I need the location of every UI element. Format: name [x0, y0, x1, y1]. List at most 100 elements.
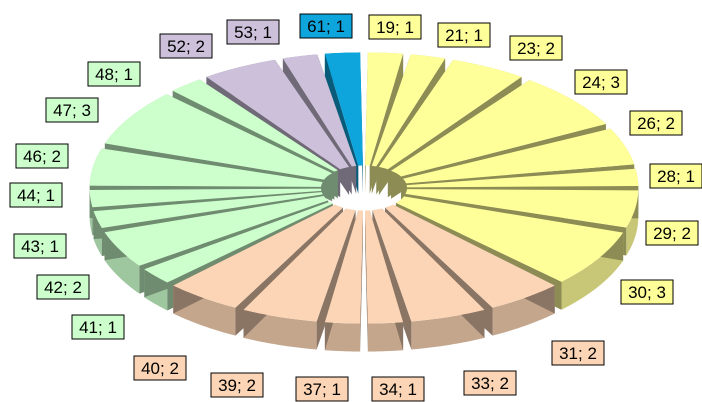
data-labels: 19; 1 21; 1 23; 2 24; 3 26; 2 28; 1 29; 2 30; 3…	[9, 13, 702, 402]
pie-slice-wall	[372, 209, 412, 350]
pie-slice-top	[385, 204, 555, 308]
data-label-box	[45, 97, 99, 123]
pie-slice-top	[206, 59, 350, 170]
pie-slice-top	[173, 204, 343, 308]
data-label-41: 41; 1	[71, 314, 125, 340]
data-label-box	[649, 163, 702, 189]
pie-slice-top	[365, 52, 404, 166]
data-label-box	[36, 274, 90, 300]
data-label-text: 29; 2	[653, 224, 691, 243]
pie-slice-top	[324, 52, 363, 166]
pie-slice-top	[405, 189, 639, 228]
data-label-30: 30; 3	[620, 279, 674, 305]
pie-slice-top	[365, 210, 404, 324]
data-label-box	[15, 143, 69, 169]
data-label-text: 34; 1	[379, 380, 417, 399]
pie-slice-top	[371, 54, 446, 167]
data-label-box	[368, 14, 422, 40]
pie-slice-top	[144, 201, 333, 283]
data-label-box	[133, 355, 187, 381]
pie-slice-top	[172, 79, 338, 172]
data-label-text: 48; 1	[95, 65, 133, 84]
pie-slice-34	[365, 210, 404, 352]
pie-slice-side	[626, 190, 639, 256]
data-label-28: 28; 1	[649, 163, 702, 189]
data-label-box	[226, 19, 280, 45]
data-label-24: 24; 3	[574, 69, 628, 95]
pie-slice-top	[395, 196, 624, 282]
data-label-47: 47; 3	[45, 97, 99, 123]
data-label-29: 29; 2	[645, 220, 699, 246]
data-label-61: 61; 1	[299, 13, 353, 39]
data-label-text: 41; 1	[79, 318, 117, 337]
data-label-box	[159, 33, 213, 59]
pie-slice-33	[372, 208, 485, 350]
data-label-text: 61; 1	[307, 17, 345, 36]
data-label-text: 23; 2	[517, 39, 555, 58]
data-label-26: 26; 2	[629, 110, 683, 136]
pie-slice-top	[324, 210, 363, 324]
data-label-box	[620, 279, 674, 305]
data-label-text: 33; 2	[471, 374, 509, 393]
data-label-33: 33; 2	[463, 370, 517, 396]
data-label-52: 52; 2	[159, 33, 213, 59]
data-label-box	[509, 35, 563, 61]
pie-slice-wall	[365, 210, 368, 352]
data-label-53: 53; 1	[226, 19, 280, 45]
pie-slice-top	[391, 80, 606, 177]
data-label-box	[295, 376, 349, 402]
data-label-box	[210, 372, 264, 398]
data-label-44: 44; 1	[9, 182, 63, 208]
data-label-box	[71, 314, 125, 340]
pie-slice-top	[378, 59, 522, 170]
data-label-box	[645, 220, 699, 246]
data-label-text: 39; 2	[218, 376, 256, 395]
pie-slice-side	[324, 322, 361, 352]
pie-slice-top	[93, 192, 323, 228]
data-label-text: 47; 3	[53, 101, 91, 120]
pie-slice-39	[243, 208, 356, 350]
data-label-box	[437, 22, 491, 48]
pie-slice-top	[406, 168, 639, 188]
data-label-34: 34; 1	[371, 376, 425, 402]
data-label-text: 19; 1	[376, 18, 414, 37]
pie-slice-top	[104, 195, 329, 266]
data-label-39: 39; 2	[210, 372, 264, 398]
data-label-text: 42; 2	[44, 278, 82, 297]
data-label-31: 31; 2	[551, 340, 605, 366]
pie-slices	[89, 52, 639, 352]
data-label-text: 24; 3	[582, 73, 620, 92]
pie-slice-top	[89, 148, 323, 187]
data-label-46: 46; 2	[15, 143, 69, 169]
pie-slice-top	[402, 128, 635, 184]
data-label-text: 52; 2	[167, 37, 205, 56]
pie-slice-61	[324, 52, 363, 194]
data-label-box	[551, 340, 605, 366]
data-label-text: 31; 2	[559, 344, 597, 363]
pie-slice-top	[372, 208, 485, 322]
pie-slice-top	[89, 188, 322, 208]
data-label-box	[13, 233, 67, 259]
data-label-text: 30; 3	[628, 283, 666, 302]
pie-slice-top	[282, 54, 357, 167]
data-label-21: 21; 1	[437, 22, 491, 48]
pie-slice-wall	[316, 209, 356, 350]
data-label-box	[9, 182, 63, 208]
data-label-48: 48; 1	[87, 61, 141, 87]
data-label-box	[87, 61, 141, 87]
data-label-box	[629, 110, 683, 136]
data-label-text: 37; 1	[303, 380, 341, 399]
pie-slice-top	[104, 94, 333, 180]
data-label-text: 53; 1	[234, 23, 272, 42]
pie-slice-wall	[360, 210, 363, 352]
data-label-box	[371, 376, 425, 402]
data-label-box	[574, 69, 628, 95]
data-label-23: 23; 2	[509, 35, 563, 61]
data-label-text: 28; 1	[657, 167, 695, 186]
pie-slice-top	[243, 208, 356, 322]
data-label-text: 44; 1	[17, 186, 55, 205]
data-label-43: 43; 1	[13, 233, 67, 259]
data-label-text: 43; 1	[21, 237, 59, 256]
pie-slice-side	[367, 322, 404, 352]
